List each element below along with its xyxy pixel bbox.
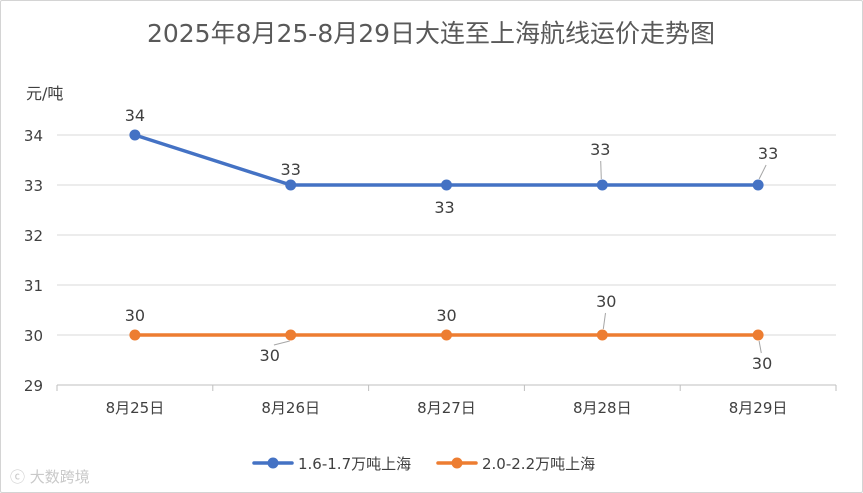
series-line [133, 133, 760, 187]
data-label: 30 [752, 354, 772, 373]
y-tick-label: 32 [24, 227, 43, 245]
y-tick-label: 33 [24, 177, 43, 195]
y-axis-label: 元/吨 [26, 84, 63, 103]
data-label: 30 [596, 292, 616, 311]
data-label-leader [273, 340, 290, 346]
data-point [596, 179, 608, 191]
data-label: 34 [125, 106, 145, 125]
legend-label: 1.6-1.7万吨上海 [298, 455, 411, 473]
data-label-leader [758, 164, 767, 180]
watermark-text: 大数跨境 [29, 468, 90, 486]
x-tick-label: 8月28日 [573, 399, 632, 417]
data-label: 33 [281, 160, 301, 179]
chart-title: 2025年8月25-8月29日大连至上海航线运价走势图 [147, 19, 715, 48]
y-tick-label: 34 [24, 127, 43, 145]
data-point [596, 329, 608, 341]
data-point [441, 179, 452, 191]
watermark-logo: ⓒ 大数跨境 [10, 466, 90, 487]
y-tick-label: 29 [24, 377, 43, 395]
data-label: 33 [434, 198, 454, 217]
x-tick-label: 8月27日 [417, 399, 476, 417]
data-point [285, 329, 297, 341]
data-label: 30 [125, 306, 145, 325]
data-label-leader [600, 160, 602, 180]
legend-marker [267, 457, 279, 469]
watermark-icon: ⓒ [10, 468, 26, 486]
data-point [752, 329, 764, 341]
x-tick-label: 8月29日 [729, 399, 788, 417]
data-label: 33 [590, 140, 610, 159]
data-label: 30 [260, 346, 280, 365]
y-tick-label: 30 [24, 327, 43, 345]
data-point [129, 329, 141, 341]
legend-marker [451, 457, 463, 469]
data-label-leader [602, 312, 606, 330]
data-point [129, 129, 141, 141]
x-tick-label: 8月26日 [261, 399, 320, 417]
data-label: 30 [436, 306, 456, 325]
data-point [285, 179, 297, 191]
data-label: 33 [758, 144, 778, 163]
legend-label: 2.0-2.2万吨上海 [482, 455, 595, 473]
data-point [441, 329, 452, 341]
data-label-leader [758, 340, 762, 354]
x-tick-label: 8月25日 [106, 399, 165, 417]
data-point [752, 179, 764, 191]
y-tick-label: 31 [24, 277, 43, 295]
